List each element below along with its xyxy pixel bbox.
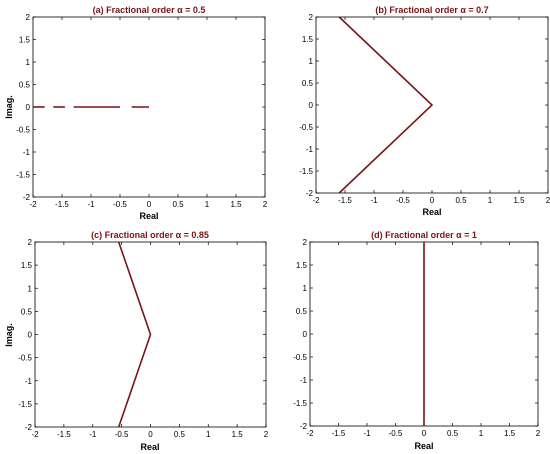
panel-title: (c) Fractional order α = 0.85: [91, 230, 209, 240]
y-tick-label: 1.5: [21, 261, 33, 270]
x-axis-label: Real: [139, 211, 158, 221]
x-axis-label: Real: [140, 442, 159, 452]
y-tick-label: 1: [309, 57, 314, 66]
y-tick-label: 1: [28, 284, 33, 293]
y-tick-label: -0.5: [293, 353, 307, 362]
x-tick-label: 2: [264, 430, 269, 439]
x-tick-label: -1.5: [55, 200, 69, 209]
x-tick-label: 1: [488, 196, 493, 205]
y-tick-label: -1: [300, 376, 308, 385]
y-tick-label: 2: [26, 13, 31, 22]
x-tick-label: -2: [29, 200, 37, 209]
y-tick-label: 0.5: [296, 307, 308, 316]
y-tick-label: -1.5: [18, 400, 32, 409]
x-axis-label: Real: [414, 441, 433, 451]
x-tick-label: -1: [89, 430, 97, 439]
y-tick-label: -0.5: [299, 123, 313, 132]
x-axis-label: Real: [422, 207, 441, 217]
x-tick-label: 0: [422, 429, 427, 438]
panel-title: (a) Fractional order α = 0.5: [93, 5, 206, 15]
panel-a: (a) Fractional order α = 0.5 Real Imag. …: [4, 5, 268, 221]
y-tick-label: -1.5: [299, 167, 313, 176]
y-tick-label: -2: [23, 193, 31, 202]
x-tick-label: 0: [430, 196, 435, 205]
y-tick-label: 0.5: [302, 79, 314, 88]
x-tick-label: 0.5: [447, 429, 459, 438]
x-tick-label: 2: [546, 196, 550, 205]
y-tick-label: 1.5: [296, 261, 308, 270]
x-tick-label: 0.5: [174, 430, 186, 439]
x-tick-label: -1: [363, 429, 371, 438]
series-line: [117, 241, 152, 428]
y-tick-label: 2: [303, 238, 308, 247]
x-tick-label: -2: [31, 430, 39, 439]
x-tick-label: 1: [206, 430, 211, 439]
y-tick-label: -1: [306, 145, 314, 154]
x-tick-label: 2: [536, 429, 541, 438]
y-tick-label: -0.5: [18, 354, 32, 363]
x-tick-label: 0.5: [172, 200, 184, 209]
y-axis-label: Imag.: [4, 323, 14, 347]
y-tick-label: -2: [25, 423, 33, 432]
y-tick-label: 1.5: [302, 35, 314, 44]
x-tick-label: -0.5: [389, 429, 403, 438]
panel-title: (b) Fractional order α = 0.7: [375, 5, 488, 15]
y-axis-label: Imag.: [4, 95, 14, 119]
x-tick-label: 0.5: [455, 196, 467, 205]
y-tick-label: -1.5: [293, 399, 307, 408]
y-tick-label: -1: [25, 377, 33, 386]
y-tick-label: 0: [303, 330, 308, 339]
y-tick-label: -0.5: [16, 126, 30, 135]
x-tick-label: 0: [147, 200, 152, 209]
x-tick-label: -1: [370, 196, 378, 205]
panel-c: (c) Fractional order α = 0.85 Real Imag.…: [4, 230, 269, 452]
y-tick-label: 1.5: [19, 36, 31, 45]
x-tick-label: -2: [306, 429, 314, 438]
y-tick-label: 0.5: [21, 307, 33, 316]
x-tick-label: 1: [479, 429, 484, 438]
panel-b: (b) Fractional order α = 0.7 Real -2 -1.5…: [299, 5, 550, 217]
y-tick-label: 0: [309, 101, 314, 110]
x-tick-label: 1: [205, 200, 210, 209]
x-tick-label: 0: [148, 430, 153, 439]
x-tick-label: -1: [87, 200, 95, 209]
x-tick-label: -0.5: [113, 200, 127, 209]
y-tick-label: -1.5: [16, 171, 30, 180]
y-tick-label: -1: [23, 148, 31, 157]
panel-d: (d) Fractional order α = 1 Real -2 -1.5 -1…: [293, 230, 541, 451]
y-tick-label: 0: [28, 331, 33, 340]
series-line: [338, 16, 434, 194]
x-tick-label: 1.5: [513, 196, 525, 205]
x-tick-label: -1.5: [332, 429, 346, 438]
y-tick-label: 2: [28, 238, 33, 247]
y-tick-label: 1: [303, 284, 308, 293]
y-tick-label: -2: [300, 422, 308, 431]
x-tick-label: -2: [312, 196, 320, 205]
y-tick-label: 0: [26, 103, 31, 112]
panel-title: (d) Fractional order α = 1: [371, 230, 477, 240]
x-tick-label: 1.5: [230, 200, 242, 209]
y-tick-label: 1: [26, 58, 31, 67]
x-tick-label: 2: [263, 200, 268, 209]
x-tick-label: 1.5: [232, 430, 244, 439]
y-tick-label: 2: [309, 13, 314, 22]
x-tick-label: -0.5: [396, 196, 410, 205]
x-tick-label: -0.5: [115, 430, 129, 439]
x-tick-label: -1.5: [57, 430, 71, 439]
x-tick-label: 1.5: [504, 429, 516, 438]
y-tick-label: -2: [306, 189, 314, 198]
y-tick-label: 0.5: [19, 81, 31, 90]
x-tick-label: -1.5: [338, 196, 352, 205]
